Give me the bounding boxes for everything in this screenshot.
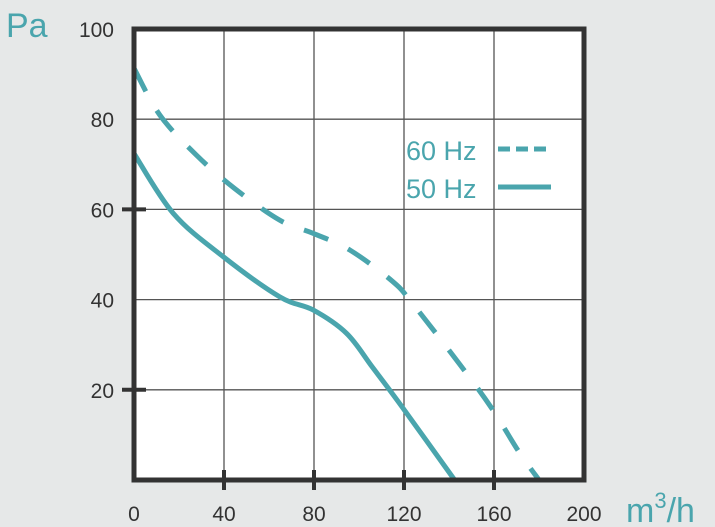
x-axis-label: m3/h: [626, 488, 695, 527]
y-axis-label: Pa: [6, 7, 48, 45]
x-tick-label: 200: [566, 503, 601, 526]
x-tick-label: 40: [212, 503, 235, 526]
x-tick-label: 80: [302, 503, 325, 526]
series-line-60hz: [131, 67, 542, 482]
x-tick-label: 160: [476, 503, 511, 526]
y-tick-label: 80: [91, 109, 114, 132]
legend: 60 Hz 50 Hz: [406, 136, 551, 204]
series-line-50hz: [131, 152, 457, 482]
legend-label-50hz: 50 Hz: [406, 174, 477, 204]
y-tick-label: 20: [91, 380, 114, 403]
plot-frame: [131, 26, 587, 483]
x-tick-label: 0: [128, 503, 140, 526]
y-tick-label: 60: [91, 199, 114, 222]
y-tick-label: 100: [79, 19, 114, 42]
y-tick-label: 40: [91, 290, 114, 313]
legend-label-60hz: 60 Hz: [406, 136, 477, 166]
x-tick-label: 120: [386, 503, 421, 526]
